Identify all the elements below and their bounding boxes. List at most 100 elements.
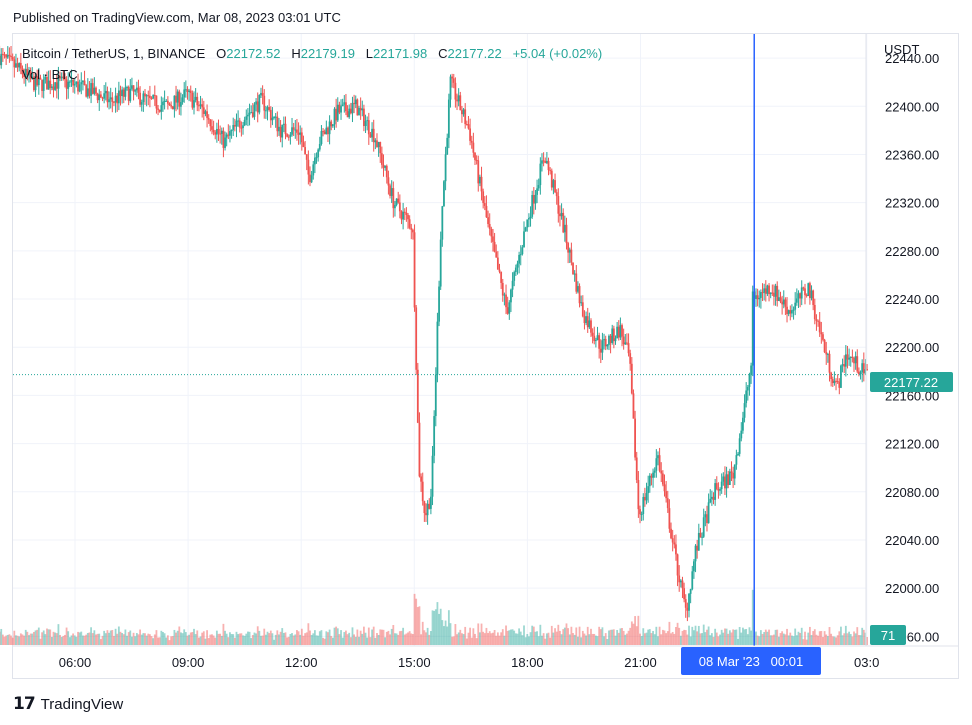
volume-bar (3, 636, 6, 645)
candle-body (630, 363, 633, 394)
candle-body (168, 103, 171, 106)
volume-bar (60, 636, 63, 645)
volume-bar (248, 631, 251, 645)
candle-body (438, 286, 440, 322)
volume-bar (256, 626, 259, 645)
candle-body (738, 438, 741, 454)
volume-bar (403, 634, 406, 645)
volume-bar (459, 629, 462, 645)
candle-body (805, 295, 808, 297)
volume-bar (304, 633, 306, 645)
candle-body (318, 143, 321, 150)
candle-body (777, 297, 780, 301)
volume-bar (841, 635, 844, 645)
volume-bar (725, 628, 728, 645)
candle-body (583, 316, 586, 324)
volume-bar (279, 631, 282, 645)
volume-bar (261, 635, 264, 645)
candle-body (810, 290, 813, 299)
volume-bar (251, 635, 254, 645)
volume-bar (465, 638, 468, 645)
volume-bar (864, 632, 867, 645)
volume-bar (647, 629, 650, 645)
volume-bar (10, 635, 12, 645)
candle-body (39, 77, 42, 80)
candle-body (369, 134, 372, 138)
volume-bar (5, 635, 8, 645)
volume-bar (477, 623, 480, 645)
symbol-name[interactable]: Bitcoin / TetherUS, 1, BINANCE (22, 46, 206, 61)
candle-body (434, 374, 437, 417)
volume-bar (604, 633, 607, 645)
volume-bar (735, 629, 738, 645)
high-value: 22179.19 (300, 46, 355, 61)
candle-body (408, 219, 411, 228)
volume-bar (310, 634, 313, 645)
volume-bar (165, 637, 168, 645)
volume-bar (299, 634, 302, 645)
candle-body (514, 267, 517, 273)
volume-bar (122, 634, 125, 645)
volume-bar (657, 636, 659, 645)
candle-body (153, 94, 156, 96)
candle-body (715, 483, 718, 489)
candle-body (313, 157, 316, 165)
candle-body (642, 496, 645, 514)
candle-body (671, 538, 674, 543)
candle-body (260, 92, 262, 96)
candle-body (733, 464, 736, 479)
price-tick-label: 22120.00 (885, 437, 939, 452)
candle-body (330, 121, 333, 127)
volume-bar (634, 616, 636, 645)
volume-bar (844, 625, 847, 645)
volume-bar (694, 625, 697, 645)
volume-bar (640, 636, 643, 645)
volume-bar (474, 633, 476, 645)
candle-body (689, 589, 692, 594)
candle-body (709, 498, 712, 503)
candle-body (400, 211, 403, 220)
volume-bar (400, 630, 403, 645)
volume-legend[interactable]: Vol · BTC (22, 67, 78, 82)
volume-bar (13, 630, 16, 645)
published-caption: Published on TradingView.com, Mar 08, 20… (13, 10, 341, 25)
volume-bar (650, 633, 653, 645)
volume-bar (29, 633, 32, 645)
volume-bar (496, 632, 499, 645)
candle-body (70, 79, 73, 82)
volume-bar (586, 626, 589, 645)
volume-bar (619, 628, 622, 645)
candle-body (129, 88, 132, 101)
volume-bar (751, 589, 754, 645)
candle-body (800, 287, 803, 299)
candle-body (846, 354, 849, 360)
candle-body (351, 102, 354, 114)
volume-bar (710, 633, 713, 645)
volume-bar (452, 636, 455, 645)
candle-body (759, 292, 762, 298)
candle-body (250, 112, 253, 114)
candle-body (652, 472, 654, 478)
candle-body (148, 95, 151, 98)
candle-body (82, 80, 84, 83)
candle-body (503, 294, 506, 296)
volume-bar (461, 633, 463, 645)
candle-body (518, 254, 521, 264)
volume-bar (229, 632, 231, 645)
volume-bar (802, 639, 805, 645)
volume-bar (549, 637, 552, 645)
volume-bar (759, 630, 762, 645)
volume-bar (532, 626, 535, 645)
candle-body (751, 291, 754, 366)
volume-bar (397, 634, 400, 645)
volume-bar (111, 629, 114, 645)
candle-body (224, 137, 226, 148)
candle-body (320, 131, 323, 144)
candle-body (371, 128, 373, 138)
volume-bar (720, 629, 723, 645)
volume-bar (528, 636, 530, 645)
volume-bar (181, 633, 184, 645)
volume-bar (142, 633, 145, 645)
candle-body (482, 191, 485, 204)
